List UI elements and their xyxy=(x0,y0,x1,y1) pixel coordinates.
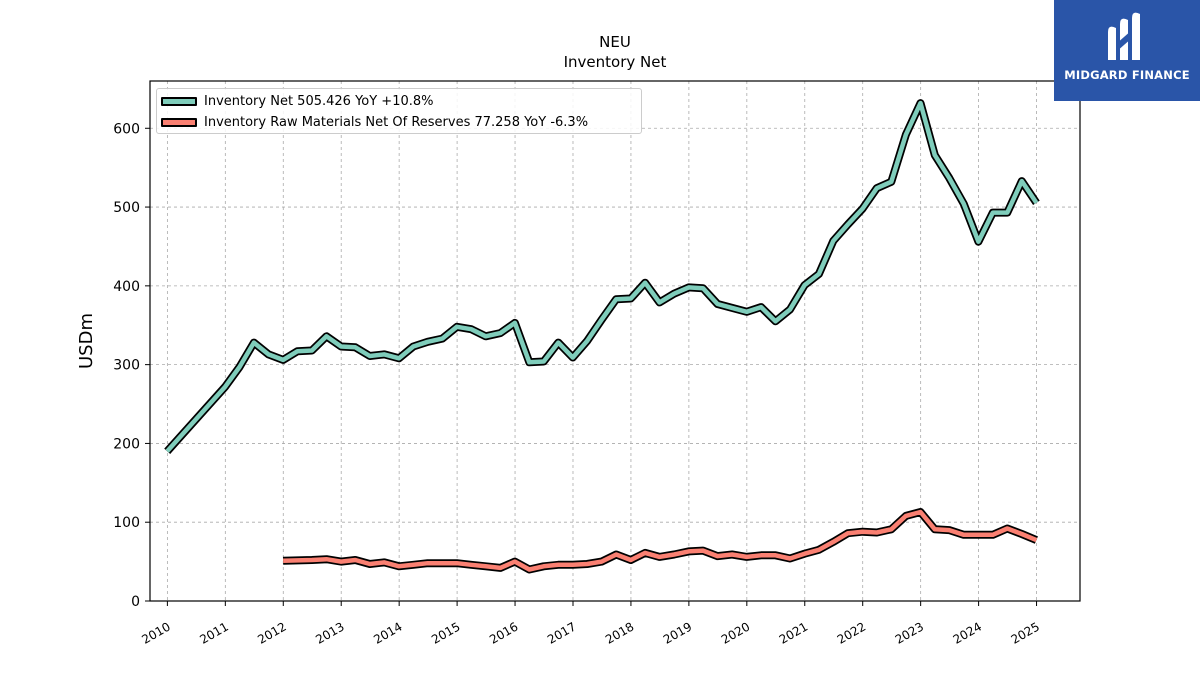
legend-label: Inventory Net 505.426 YoY +10.8% xyxy=(204,93,434,109)
series-line-raw-materials xyxy=(283,509,1038,572)
legend-swatch-inventory-net xyxy=(161,96,197,106)
midgard-finance-logo: MIDGARD FINANCE xyxy=(1054,0,1200,101)
y-tick-label: 300 xyxy=(113,358,140,374)
x-tick-label: 2024 xyxy=(951,619,984,646)
series-line-inventory-net-outline xyxy=(164,99,1040,454)
y-axis: 0 100 200 300 400 500 600 xyxy=(113,121,150,610)
logo-mark-icon xyxy=(1108,12,1140,61)
x-tick-label: 2017 xyxy=(545,619,578,646)
logo-text: MIDGARD FINANCE xyxy=(1064,68,1190,82)
y-axis-label: USDm xyxy=(76,313,97,369)
legend-swatch-raw-materials xyxy=(161,117,197,127)
x-tick-label: 2021 xyxy=(777,619,810,646)
chart-title: NEU xyxy=(599,33,631,51)
x-tick-label: 2020 xyxy=(719,619,752,646)
x-tick-label: 2016 xyxy=(487,619,520,646)
x-tick-label: 2013 xyxy=(313,619,346,646)
x-tick-label: 2014 xyxy=(371,619,404,646)
legend: Inventory Net 505.426 YoY +10.8% Invento… xyxy=(156,88,642,134)
x-tick-label: 2022 xyxy=(835,619,868,646)
x-tick-label: 2019 xyxy=(661,619,694,646)
y-tick-label: 0 xyxy=(131,594,140,610)
plot-lines xyxy=(164,99,1040,574)
x-tick-label: 2018 xyxy=(603,619,636,646)
legend-item-raw-materials: Inventory Raw Materials Net Of Reserves … xyxy=(161,114,588,130)
y-tick-label: 600 xyxy=(113,121,140,137)
chart-subtitle: Inventory Net xyxy=(564,53,667,71)
y-tick-label: 200 xyxy=(113,436,140,452)
y-tick-label: 100 xyxy=(113,515,140,531)
x-tick-label: 2023 xyxy=(893,619,926,646)
legend-label: Inventory Raw Materials Net Of Reserves … xyxy=(204,114,589,130)
x-tick-label: 2015 xyxy=(429,619,462,646)
series-line-raw-materials-outline xyxy=(282,508,1038,574)
x-tick-label: 2011 xyxy=(197,619,230,646)
x-tick-label: 2025 xyxy=(1009,619,1042,646)
legend-item-inventory-net: Inventory Net 505.426 YoY +10.8% xyxy=(161,93,434,109)
y-tick-label: 500 xyxy=(113,200,140,216)
series-line-inventory-net xyxy=(165,100,1039,453)
x-tick-label: 2012 xyxy=(255,619,288,646)
y-tick-label: 400 xyxy=(113,279,140,295)
x-axis: 2010 2011 2012 2013 2014 2015 2016 2017 2018 2019… xyxy=(139,601,1042,647)
x-tick-label: 2010 xyxy=(139,619,172,646)
plot-frame xyxy=(149,80,1081,602)
